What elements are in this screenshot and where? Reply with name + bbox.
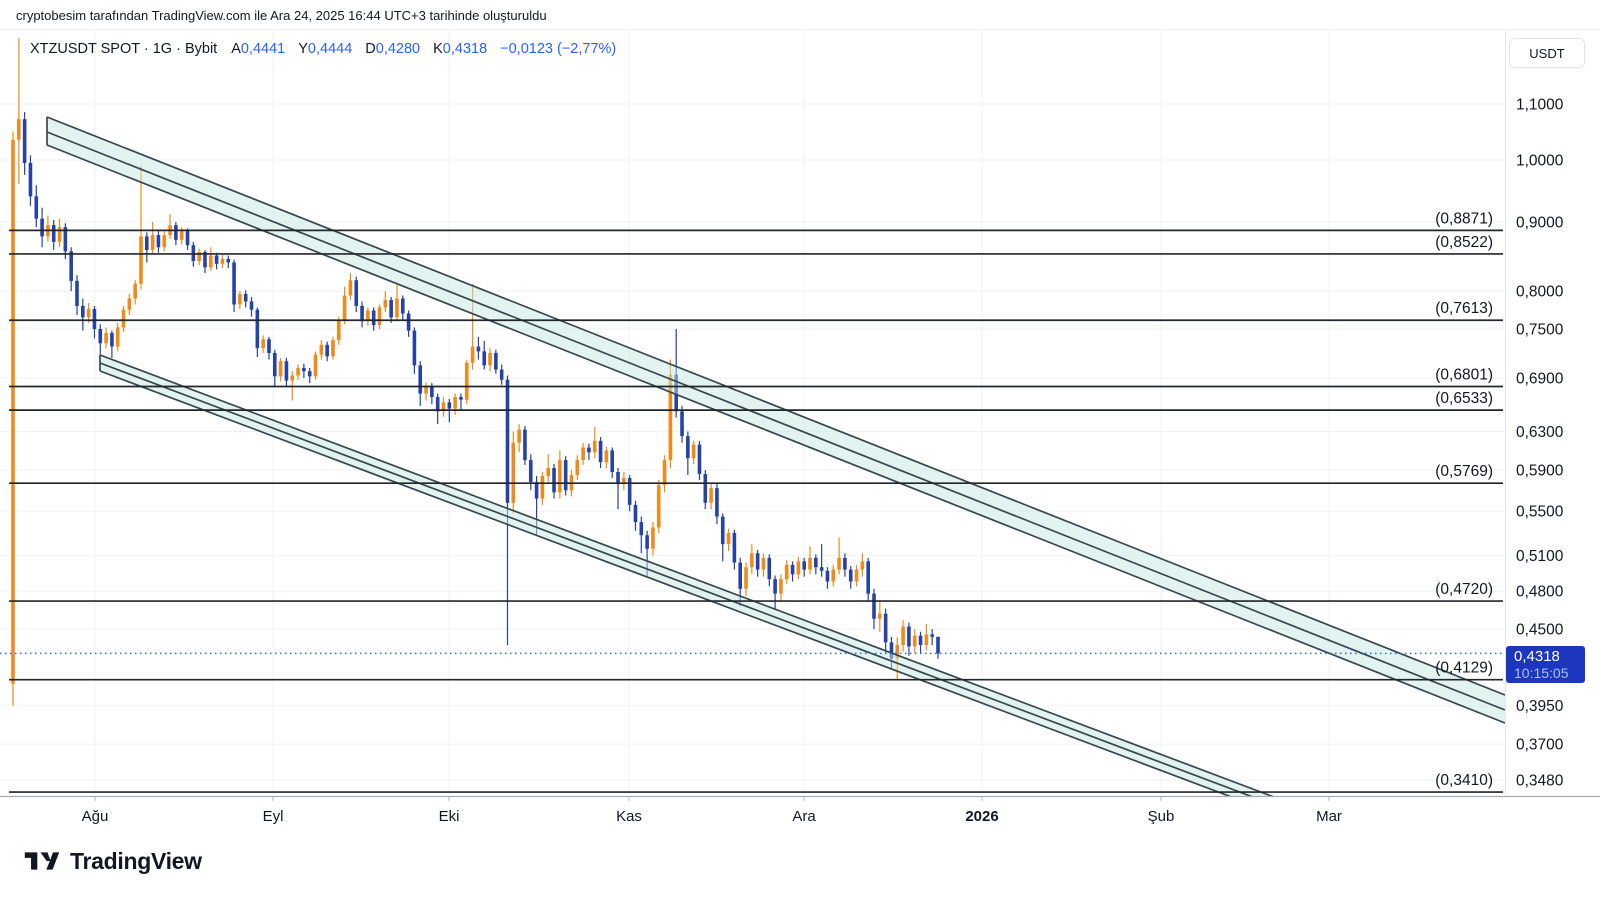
time-axis[interactable]: Ağu Eyl Eki Kas Ara 2026 Şub Mar (0, 795, 1600, 825)
svg-text:(0,3410): (0,3410) (1435, 772, 1493, 789)
svg-text:Ağu: Ağu (82, 808, 109, 825)
descending-channel-drawings[interactable] (46, 116, 1505, 819)
svg-text:(0,4129): (0,4129) (1435, 660, 1493, 677)
svg-text:(0,4720): (0,4720) (1435, 581, 1493, 598)
svg-text:Mar: Mar (1316, 808, 1342, 825)
svg-text:1,1000: 1,1000 (1516, 97, 1564, 114)
svg-text:Kas: Kas (616, 808, 642, 825)
legend-d-value: D0,4280 (365, 41, 421, 57)
svg-text:0,5500: 0,5500 (1516, 504, 1564, 521)
svg-text:Şub: Şub (1148, 808, 1175, 825)
svg-text:(0,6533): (0,6533) (1435, 390, 1493, 407)
svg-text:0,4500: 0,4500 (1516, 622, 1564, 639)
svg-text:Ara: Ara (792, 808, 816, 825)
legend-y-value: Y0,4444 (298, 41, 353, 57)
level-labels: (0,8871) (0,8522) (0,7613) (0,6801) (0,6533)… (1435, 210, 1493, 789)
svg-text:0,9000: 0,9000 (1516, 214, 1564, 231)
svg-text:10:15:05: 10:15:05 (1514, 665, 1569, 681)
svg-text:0,4318: 0,4318 (1514, 648, 1560, 665)
svg-text:(0,8871): (0,8871) (1435, 210, 1493, 227)
price-axis[interactable]: 1,1000 1,0000 0,9000 0,8000 0,7500 0,6900 0,63… (1505, 31, 1586, 796)
svg-text:0,4800: 0,4800 (1516, 584, 1564, 601)
tradingview-logo-icon (24, 852, 60, 870)
svg-text:Eyl: Eyl (263, 808, 284, 825)
svg-text:0,6300: 0,6300 (1516, 424, 1564, 441)
svg-text:0,8000: 0,8000 (1516, 284, 1564, 301)
legend-a-value: A0,4441 (231, 41, 286, 57)
legend-change: −0,0123 (−2,77%) (500, 41, 617, 57)
candlestick-series (11, 38, 940, 706)
attribution-text: cryptobesim tarafından TradingView.com i… (0, 0, 1600, 30)
svg-text:(0,7613): (0,7613) (1435, 300, 1493, 317)
svg-text:0,3700: 0,3700 (1516, 737, 1564, 754)
svg-text:(0,8522): (0,8522) (1435, 234, 1493, 251)
legend-k-value: K0,4318 (433, 41, 488, 57)
last-price-badge (1506, 646, 1585, 683)
svg-text:1,0000: 1,0000 (1516, 152, 1564, 169)
svg-text:0,5900: 0,5900 (1516, 462, 1564, 479)
svg-text:(0,5769): (0,5769) (1435, 463, 1493, 480)
legend-ohlc-values: A0,4441 Y0,4444 D0,4280 K0,4318 (231, 41, 487, 57)
upper-descending-channel (47, 117, 1505, 723)
currency-toggle-button[interactable]: USDT (1509, 38, 1585, 68)
symbol-legend: XTZUSDT SPOT · 1G · Bybit A0,4441 Y0,4444… (30, 41, 616, 57)
symbol-title: XTZUSDT SPOT · 1G · Bybit (30, 41, 218, 57)
svg-text:0,6900: 0,6900 (1516, 370, 1564, 387)
tradingview-logo[interactable]: TradingView (24, 846, 202, 876)
svg-text:(0,6801): (0,6801) (1435, 366, 1493, 383)
svg-text:0,7500: 0,7500 (1516, 322, 1564, 339)
svg-text:2026: 2026 (965, 808, 998, 825)
horizontal-level-lines[interactable] (9, 229, 1503, 793)
svg-text:0,3950: 0,3950 (1516, 698, 1564, 715)
svg-text:0,5100: 0,5100 (1516, 548, 1564, 565)
svg-text:0,3480: 0,3480 (1516, 773, 1564, 790)
tradingview-logo-text: TradingView (70, 847, 202, 874)
svg-text:Eki: Eki (439, 808, 460, 825)
